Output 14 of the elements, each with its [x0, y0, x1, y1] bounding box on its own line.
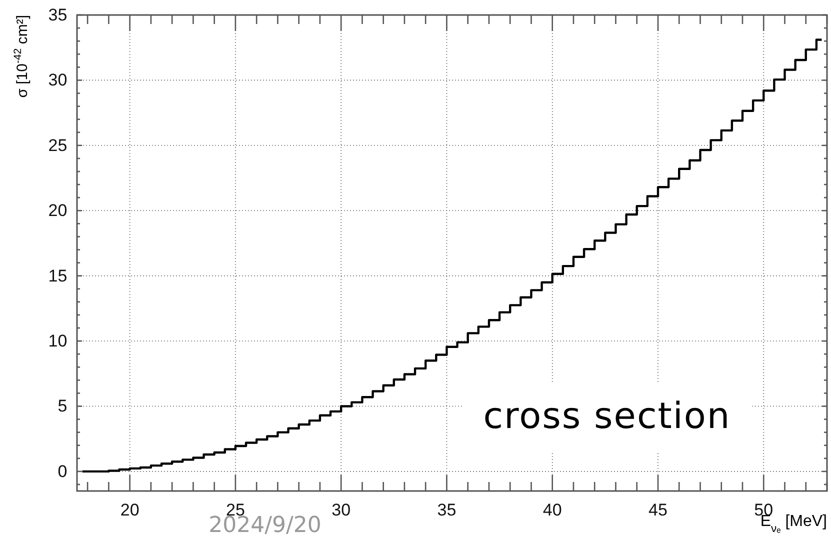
- y-tick-label: 0: [58, 462, 68, 481]
- y-tick-label: 20: [48, 201, 68, 220]
- x-tick-label: 20: [120, 500, 140, 520]
- y-tick-label: 10: [48, 331, 68, 350]
- y-tick-label: 15: [48, 266, 68, 286]
- x-tick-label: 35: [437, 500, 456, 520]
- x-tick-label: 30: [332, 500, 351, 520]
- y-tick-label: 25: [48, 136, 68, 155]
- x-tick-label: 45: [648, 500, 668, 520]
- y-tick-label: 30: [48, 70, 68, 90]
- x-tick-label: 40: [542, 500, 562, 520]
- y-tick-label: 35: [48, 5, 68, 24]
- y-tick-label: 5: [58, 396, 68, 416]
- annotation: cross section: [483, 396, 731, 437]
